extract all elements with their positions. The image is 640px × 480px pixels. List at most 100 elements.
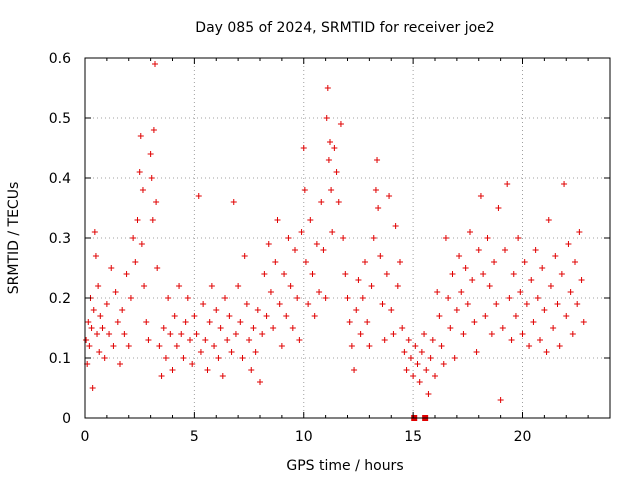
data-point [141, 283, 148, 289]
data-point [491, 259, 498, 265]
data-point [512, 313, 519, 319]
data-point [578, 277, 585, 283]
data-point [300, 145, 307, 151]
data-point [333, 169, 340, 175]
data-point [572, 259, 578, 265]
data-point [327, 139, 333, 145]
data-point [125, 343, 132, 349]
data-point [158, 373, 165, 379]
data-point [414, 361, 421, 367]
data-point [257, 379, 263, 385]
data-point [152, 61, 158, 67]
data-point [213, 307, 220, 313]
data-point [537, 337, 543, 343]
data-point [375, 205, 382, 211]
data-point [543, 349, 550, 355]
data-point [246, 337, 253, 343]
data-point [517, 289, 524, 295]
data-point [528, 277, 535, 283]
data-point [497, 397, 504, 403]
data-point [432, 373, 438, 379]
data-point [117, 361, 123, 367]
data-point [134, 217, 141, 223]
data-point [195, 193, 202, 199]
data-point [287, 283, 294, 289]
data-point [379, 301, 386, 307]
chart-title: Day 085 of 2024, SRMTID for receiver joe… [195, 20, 494, 36]
data-point [530, 319, 537, 325]
y-tick-label: 0.4 [49, 171, 71, 187]
data-point [99, 325, 106, 331]
x-tick-label: 0 [81, 429, 90, 445]
data-point [381, 337, 388, 343]
data-point [473, 349, 480, 355]
data-point [556, 343, 563, 349]
data-point [462, 265, 469, 271]
data-point [364, 319, 371, 325]
data-point [305, 301, 312, 307]
data-point [442, 235, 449, 241]
data-point [89, 385, 96, 391]
data-point [156, 343, 163, 349]
data-point [237, 319, 244, 325]
data-point [372, 187, 379, 193]
data-point [346, 319, 353, 325]
grid [85, 58, 610, 418]
data-point [130, 235, 137, 241]
data-point [486, 283, 493, 289]
data-point [484, 235, 491, 241]
data-point [191, 313, 198, 319]
data-point [148, 175, 155, 181]
data-point [388, 307, 395, 313]
y-tick-label: 0 [62, 411, 71, 427]
data-point [324, 85, 331, 91]
data-point [399, 325, 406, 331]
x-axis-label: GPS time / hours [286, 458, 403, 474]
data-point [401, 349, 408, 355]
data-point [169, 367, 176, 373]
data-point [139, 187, 146, 193]
data-point [160, 325, 167, 331]
plot-frame [84, 57, 611, 419]
data-point [95, 283, 102, 289]
data-point [150, 127, 157, 133]
data-point [429, 337, 436, 343]
data-point [554, 301, 561, 307]
data-point [248, 367, 255, 373]
data-point [204, 367, 211, 373]
data-point [208, 283, 215, 289]
data-point [445, 295, 452, 301]
data-point [235, 283, 242, 289]
data-point [110, 343, 117, 349]
data-point [567, 289, 574, 295]
data-point [440, 361, 447, 367]
data-point [202, 337, 209, 343]
data-point [348, 343, 355, 349]
data-point [405, 337, 412, 343]
y-tick-label: 0.5 [49, 111, 71, 127]
data-point [569, 331, 576, 337]
data-point [508, 337, 515, 343]
data-point [547, 283, 554, 289]
data-point [189, 361, 196, 367]
data-point [458, 289, 465, 295]
data-point [219, 373, 226, 379]
data-point [119, 307, 126, 313]
data-point [377, 253, 384, 259]
data-point [510, 271, 517, 277]
data-point [318, 199, 325, 205]
axis-ticks: 0 5 10 15 20 0 0.1 0.2 0.3 0.4 0.5 0.6 [49, 51, 610, 445]
data-point [309, 271, 316, 277]
data-point [276, 301, 283, 307]
data-point [436, 313, 443, 319]
data-point [200, 301, 207, 307]
data-point [323, 115, 330, 121]
data-point [427, 355, 434, 361]
data-point [112, 289, 119, 295]
data-point [138, 241, 145, 247]
data-point [301, 187, 308, 193]
data-point [506, 295, 513, 301]
data-point [176, 283, 183, 289]
data-point [539, 265, 546, 271]
